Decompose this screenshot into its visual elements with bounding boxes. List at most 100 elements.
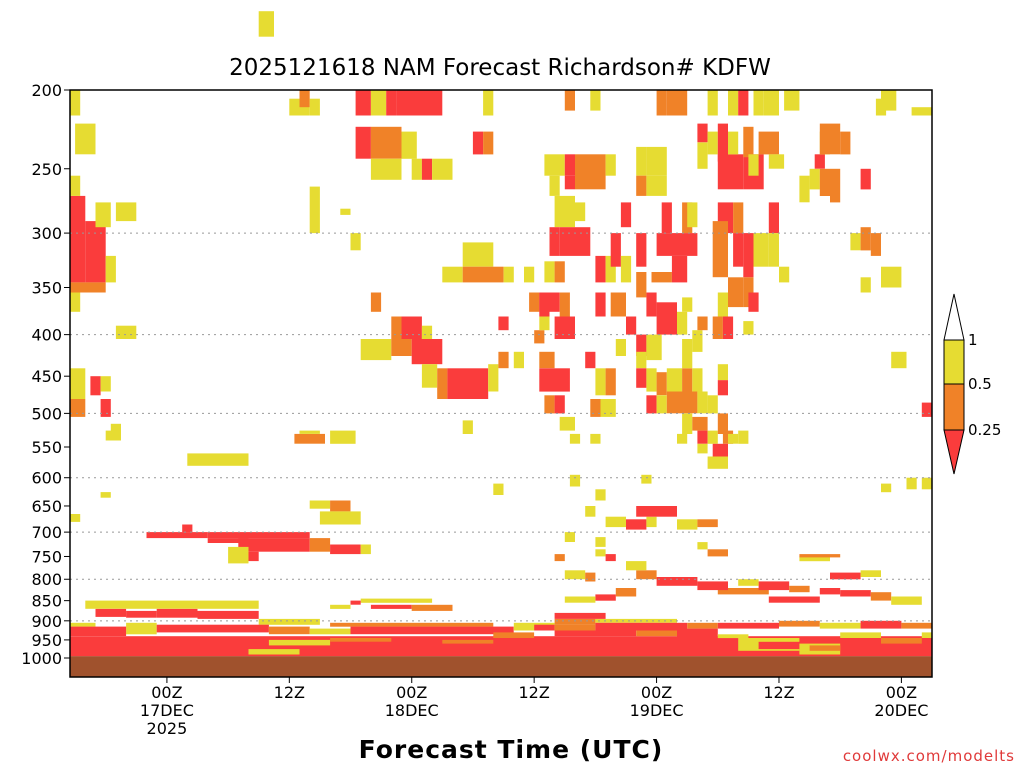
y-axis: 200 250 300 350 400 450 500 550 600 650 700 750 800 8… <box>21 81 70 668</box>
heatmap-cell <box>779 266 790 283</box>
heatmap-cell <box>554 624 596 631</box>
heatmap-cell <box>768 233 779 267</box>
heatmap-cell <box>115 202 137 222</box>
heatmap-cell <box>569 433 581 444</box>
heatmap-cell <box>539 368 570 392</box>
heatmap-cell <box>294 433 325 444</box>
heatmap-cell <box>197 610 259 619</box>
heatmap-cell <box>712 316 723 339</box>
heatmap-cell <box>717 622 779 629</box>
x-tick-label: 00Z <box>641 683 672 702</box>
heatmap-cell <box>105 430 116 441</box>
heatmap-cell <box>712 443 728 457</box>
heatmap-cell <box>840 632 881 638</box>
heatmap-cell <box>620 255 632 283</box>
heatmap-cell <box>728 90 739 116</box>
heatmap-cell <box>549 227 560 256</box>
heatmap-cell <box>590 90 601 111</box>
ground-layer <box>70 656 932 677</box>
heatmap-cell <box>743 233 754 278</box>
heatmap-cell <box>707 90 718 116</box>
heatmap-cell <box>386 90 397 116</box>
heatmap-cell <box>728 131 739 155</box>
heatmap-cell <box>677 628 718 639</box>
heatmap-cell <box>391 339 412 356</box>
heatmap-cell <box>396 90 443 116</box>
heatmap-cell <box>575 202 586 222</box>
heatmap-cell <box>906 477 917 490</box>
heatmap-cell <box>636 506 677 517</box>
heatmap-cell <box>677 519 698 530</box>
heatmap-cell <box>85 221 106 283</box>
heatmap-cell <box>493 632 535 638</box>
heatmap-cell <box>299 90 310 108</box>
heatmap-cell <box>753 233 769 267</box>
heatmap-cell <box>564 532 575 542</box>
heatmap-cell <box>743 277 754 308</box>
heatmap-cell <box>840 131 851 155</box>
heatmap-cell <box>651 272 672 283</box>
heatmap-cell <box>768 154 785 169</box>
heatmap-cell <box>524 266 535 283</box>
heatmap-cell <box>870 233 881 256</box>
heatmap-cell <box>462 266 504 283</box>
y-tick-label: 600 <box>31 469 62 488</box>
heatmap-cell <box>758 131 779 155</box>
heatmap-cell <box>340 208 351 215</box>
heatmap-cell <box>126 622 157 635</box>
legend-swatch-top <box>943 293 965 341</box>
heatmap-cell <box>513 622 555 631</box>
heatmap-cell <box>437 368 448 399</box>
heatmap-cell <box>432 158 453 180</box>
heatmap-cell <box>105 255 116 283</box>
heatmap-cell <box>330 622 494 627</box>
heatmap-cell <box>309 186 320 234</box>
heatmap-cell <box>809 645 841 651</box>
heatmap-cell <box>814 154 825 169</box>
heatmap-cell <box>707 430 718 444</box>
heatmap-cell <box>411 604 453 611</box>
heatmap-cell <box>70 195 86 283</box>
heatmap-cell <box>554 316 575 339</box>
heatmap-cell <box>248 649 300 655</box>
heatmap-cell <box>636 146 647 176</box>
heatmap-cell <box>595 622 688 631</box>
heatmap-cell <box>360 544 371 555</box>
heatmap-cell <box>677 433 688 444</box>
heatmap-cell <box>70 399 86 417</box>
heatmap-cell <box>626 519 647 530</box>
heatmap-cell <box>656 395 667 414</box>
heatmap-cell <box>70 175 81 196</box>
heatmap-cell <box>590 433 601 444</box>
heatmap-cell <box>758 641 810 650</box>
heatmap-cell <box>100 399 111 417</box>
heatmap-cell <box>860 570 881 577</box>
y-tick-label: 700 <box>31 523 62 542</box>
heatmap-cell <box>738 579 759 586</box>
heatmap-cell <box>549 175 560 196</box>
heatmap-cell <box>636 570 657 580</box>
heatmap-cell <box>309 98 320 116</box>
heatmap-cell <box>682 297 693 312</box>
heatmap-cell <box>544 261 555 283</box>
heatmap-cell <box>707 395 718 414</box>
color-legend: 1 0.5 0.25 <box>943 293 1001 475</box>
heatmap-cell <box>360 339 392 361</box>
heatmap-cell <box>605 154 616 176</box>
heatmap-cell <box>483 90 494 116</box>
heatmap-cell <box>595 594 616 601</box>
heatmap-cell <box>146 532 208 539</box>
x-tick-label: 12Z <box>518 683 549 702</box>
heatmap-cell <box>299 430 320 434</box>
heatmap-cell <box>697 123 708 143</box>
heatmap-cell <box>554 395 565 414</box>
heatmap-cell <box>585 506 596 517</box>
heatmap-cell <box>95 608 127 617</box>
x-tick-label: 20DEC <box>874 701 928 720</box>
heatmap-cell <box>534 624 555 631</box>
heatmap-cell <box>605 554 616 562</box>
heatmap-cell <box>115 325 137 339</box>
heatmap-cell <box>488 364 499 392</box>
heatmap-cell <box>595 618 677 623</box>
heatmap-cell <box>564 90 575 111</box>
